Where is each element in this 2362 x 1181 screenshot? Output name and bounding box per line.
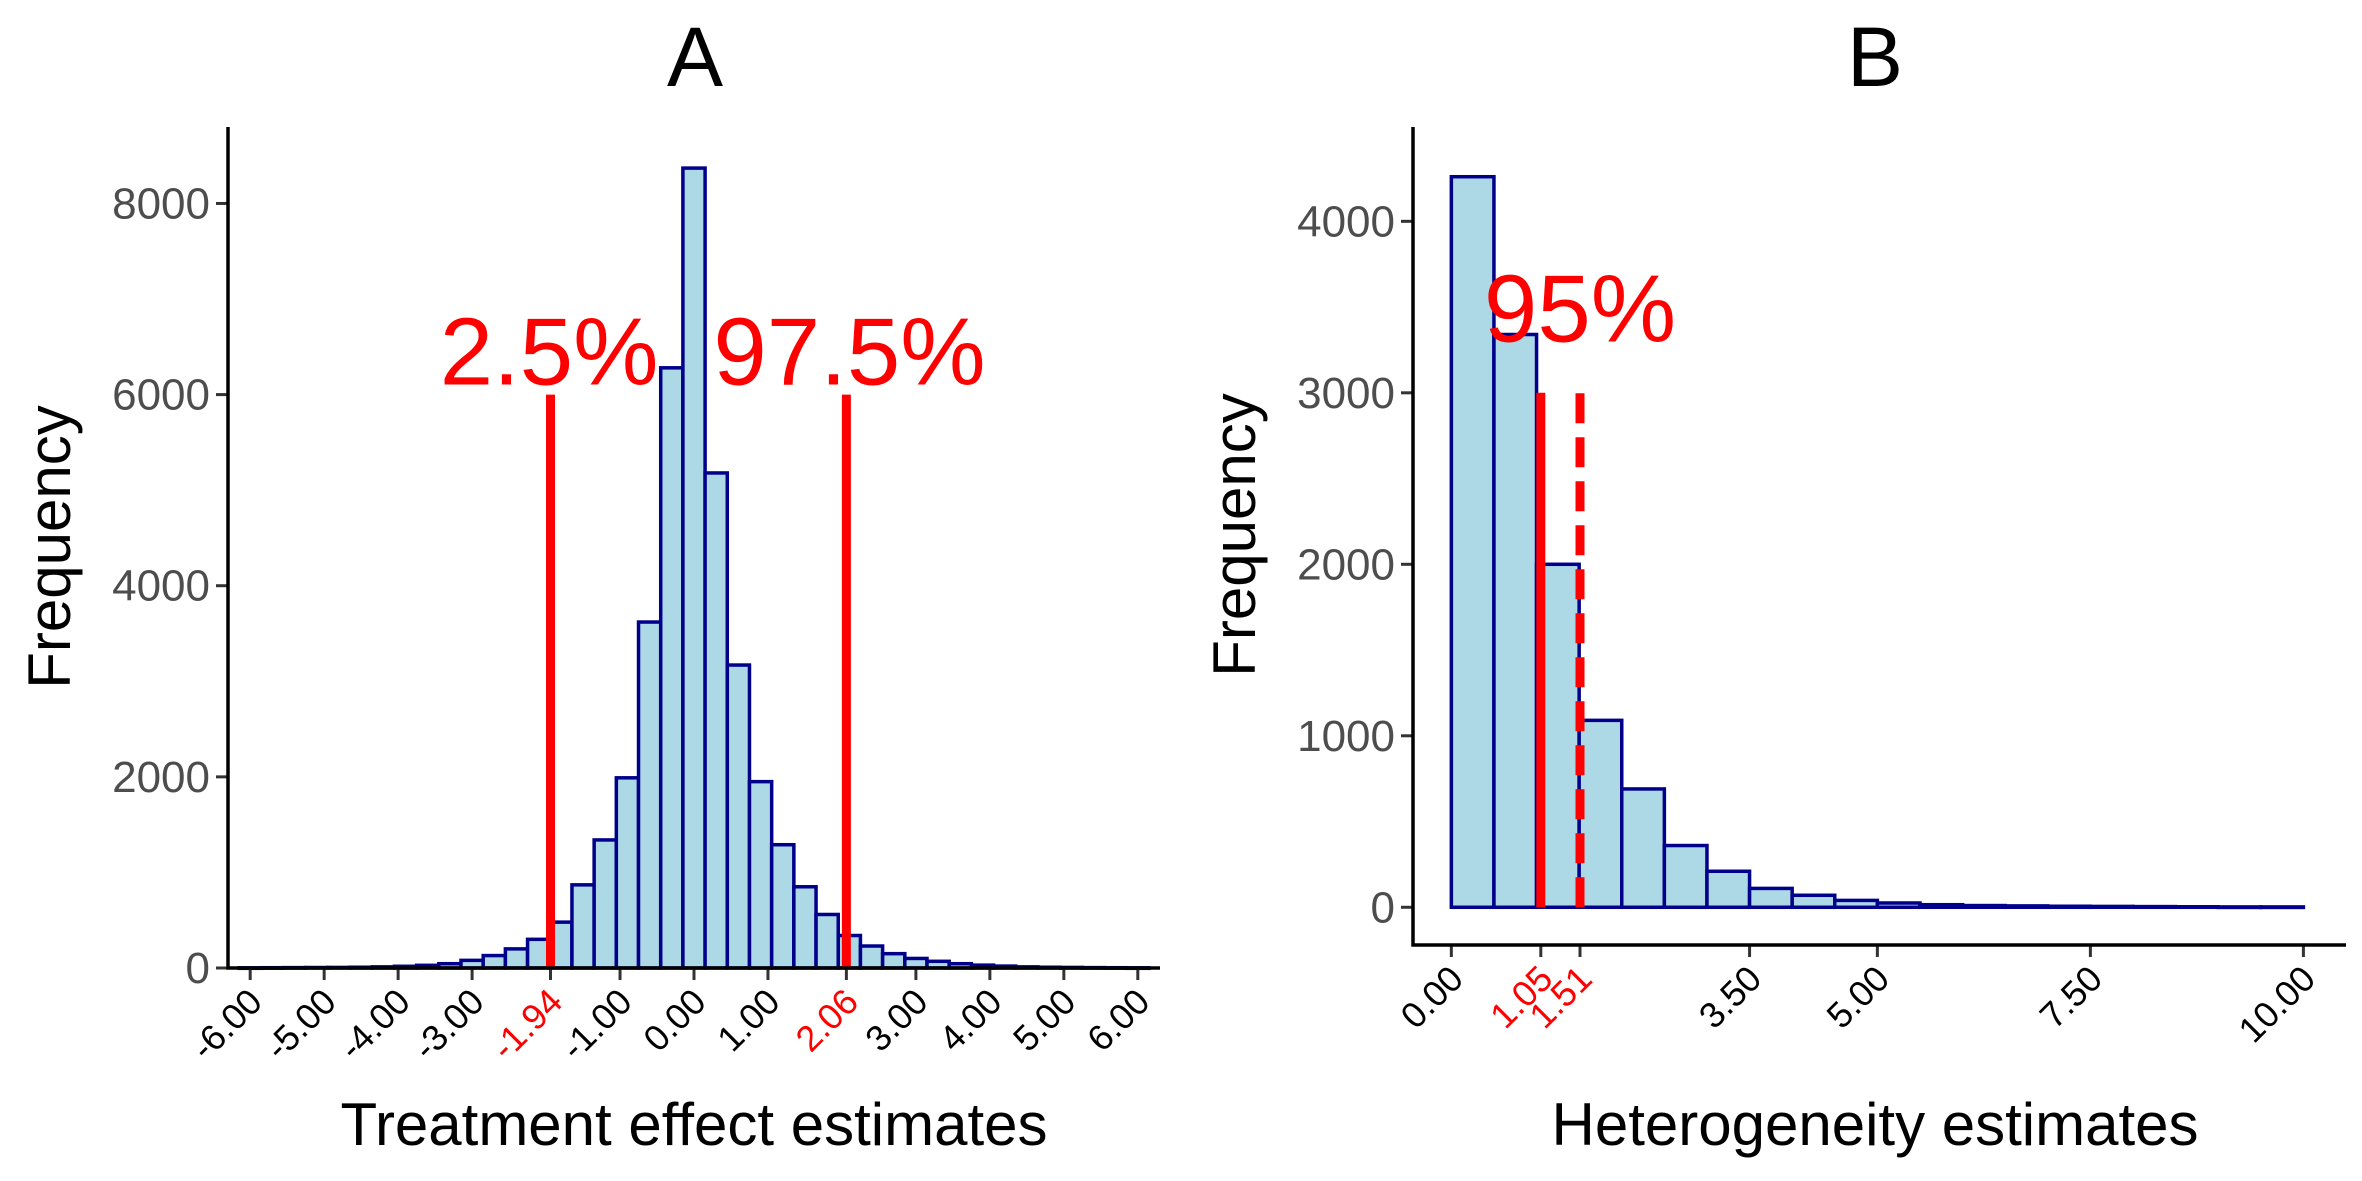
- panel-a-x-tick-label: 1.00: [709, 981, 788, 1060]
- panel-b-bar: [1705, 869, 1752, 910]
- panel-a-x-tick-label: -3.00: [405, 981, 492, 1068]
- panel-a-x-tick-label: 6.00: [1079, 981, 1158, 1060]
- panel-b-annotation: 95%: [1484, 255, 1676, 362]
- panel-a-bar: [703, 471, 730, 970]
- panel-a-bar: [614, 776, 641, 970]
- panel-b-y-tick-label: 0: [1371, 883, 1395, 932]
- panel-a-x-tick-label: -1.00: [553, 981, 640, 1068]
- panel-a: A 2.5% 97.5% 0 2000 4000 6000 8000 -6.00-5.00…: [16, 10, 1160, 1158]
- panel-b-y-tick-label: 2000: [1297, 540, 1395, 589]
- panel-b-x-tick-label: 3.50: [1691, 958, 1770, 1037]
- panel-a-x-tick-label: -1.94: [483, 981, 570, 1068]
- panel-b-bar: [1918, 902, 1965, 910]
- panel-b-bar: [1960, 903, 2007, 910]
- panel-b-y-tick-label: 4000: [1297, 197, 1395, 246]
- panel-a-bar: [570, 883, 596, 970]
- panel-b-bar: [2259, 905, 2306, 910]
- panel-a-y-tick-label: 2000: [112, 753, 210, 802]
- panel-b-bar: [2003, 904, 2050, 910]
- panel-b-bar: [1790, 893, 1837, 910]
- panel-a-bar: [747, 779, 774, 970]
- panel-b-bar: [2046, 904, 2093, 910]
- panel-a-x-axis-title: Treatment effect estimates: [341, 1091, 1048, 1158]
- panel-b-y-tick-label: 3000: [1297, 369, 1395, 418]
- panel-a-x-tick-label: 3.00: [857, 981, 936, 1060]
- panel-a-bar: [725, 663, 752, 970]
- panel-a-y-tick-label: 8000: [112, 179, 210, 228]
- panel-b-bar: [2216, 905, 2263, 910]
- panel-a-bar: [658, 366, 685, 970]
- panel-a-y-axis-title: Frequency: [16, 405, 83, 688]
- panel-a-x-tick-label: 0.00: [635, 981, 714, 1060]
- panel-a-bar: [792, 885, 818, 970]
- panel-b-bar: [1662, 843, 1709, 910]
- panel-b-bar: [2131, 904, 2178, 910]
- panel-b-y-ticks: 0 1000 2000 3000 4000: [1297, 197, 1413, 932]
- panel-b-x-ticks: 0.00 1.051.51 3.50 5.00 7.50 10.00: [1392, 945, 2323, 1050]
- panel-a-title: A: [667, 10, 723, 104]
- panel-b-bar: [1875, 901, 1922, 910]
- panel-a-x-tick-label: 4.00: [931, 981, 1010, 1060]
- panel-a-bar: [681, 166, 707, 970]
- panel-b-bar: [2173, 905, 2220, 910]
- panel-a-x-ticks: -6.00-5.00-4.00-3.00-1.94-1.000.001.00 2.…: [183, 968, 1158, 1068]
- panel-b-annotations: 95%: [1484, 255, 1676, 362]
- panel-b-bar: [1492, 332, 1539, 910]
- panel-a-x-tick-label: -5.00: [257, 981, 344, 1068]
- panel-a-y-tick-label: 6000: [112, 371, 210, 420]
- panel-a-reference-lines: [546, 394, 851, 968]
- panel-a-annotations: 2.5% 97.5%: [440, 299, 986, 406]
- panel-a-x-tick-label: 2.06: [787, 981, 866, 1060]
- panel-a-axis-lines: [226, 127, 1160, 970]
- panel-b-bar: [1747, 886, 1794, 910]
- panel-b-bar: [2088, 904, 2135, 910]
- panel-a-bar: [858, 944, 885, 970]
- panel-a-annotation: 97.5%: [713, 299, 985, 406]
- panel-b-axis-lines: [1411, 127, 2346, 947]
- panel-a-bar: [880, 951, 907, 970]
- panel-a-y-tick-label: 4000: [112, 562, 210, 611]
- panel-a-bar: [769, 842, 796, 970]
- panel-b-x-axis-title: Heterogeneity estimates: [1552, 1091, 2199, 1158]
- panel-a-bar: [636, 620, 663, 970]
- panel-b-reference-lines: [1536, 392, 1585, 908]
- panel-b-bar: [1577, 718, 1624, 910]
- panel-a-bar: [814, 912, 840, 970]
- panel-b-x-tick-label: 0.00: [1392, 958, 1471, 1037]
- panel-a-y-ticks: 0 2000 4000 6000 8000: [112, 179, 228, 993]
- panel-b-y-axis-title: Frequency: [1201, 393, 1268, 676]
- panel-b-bar: [1620, 787, 1667, 910]
- panel-a-x-tick-label: 5.00: [1005, 981, 1084, 1060]
- panel-a-x-tick-label: -6.00: [183, 981, 270, 1068]
- panel-a-y-tick-label: 0: [186, 944, 210, 993]
- panel-a-bar: [592, 838, 619, 970]
- panel-b-title: B: [1847, 10, 1903, 104]
- panel-b-x-tick-label: 7.50: [2031, 958, 2110, 1037]
- panel-b-x-tick-label: 10.00: [2230, 958, 2323, 1051]
- panel-a-bars: [237, 166, 1151, 971]
- panel-a-x-tick-label: -4.00: [331, 981, 418, 1068]
- panel-b-bar: [1833, 898, 1880, 910]
- panel-b-x-tick-label: 5.00: [1818, 958, 1897, 1037]
- panel-a-bar: [481, 953, 508, 970]
- panel-a-annotation: 2.5%: [440, 299, 659, 406]
- panel-a-bar: [503, 947, 530, 970]
- panel-b-y-tick-label: 1000: [1297, 712, 1395, 761]
